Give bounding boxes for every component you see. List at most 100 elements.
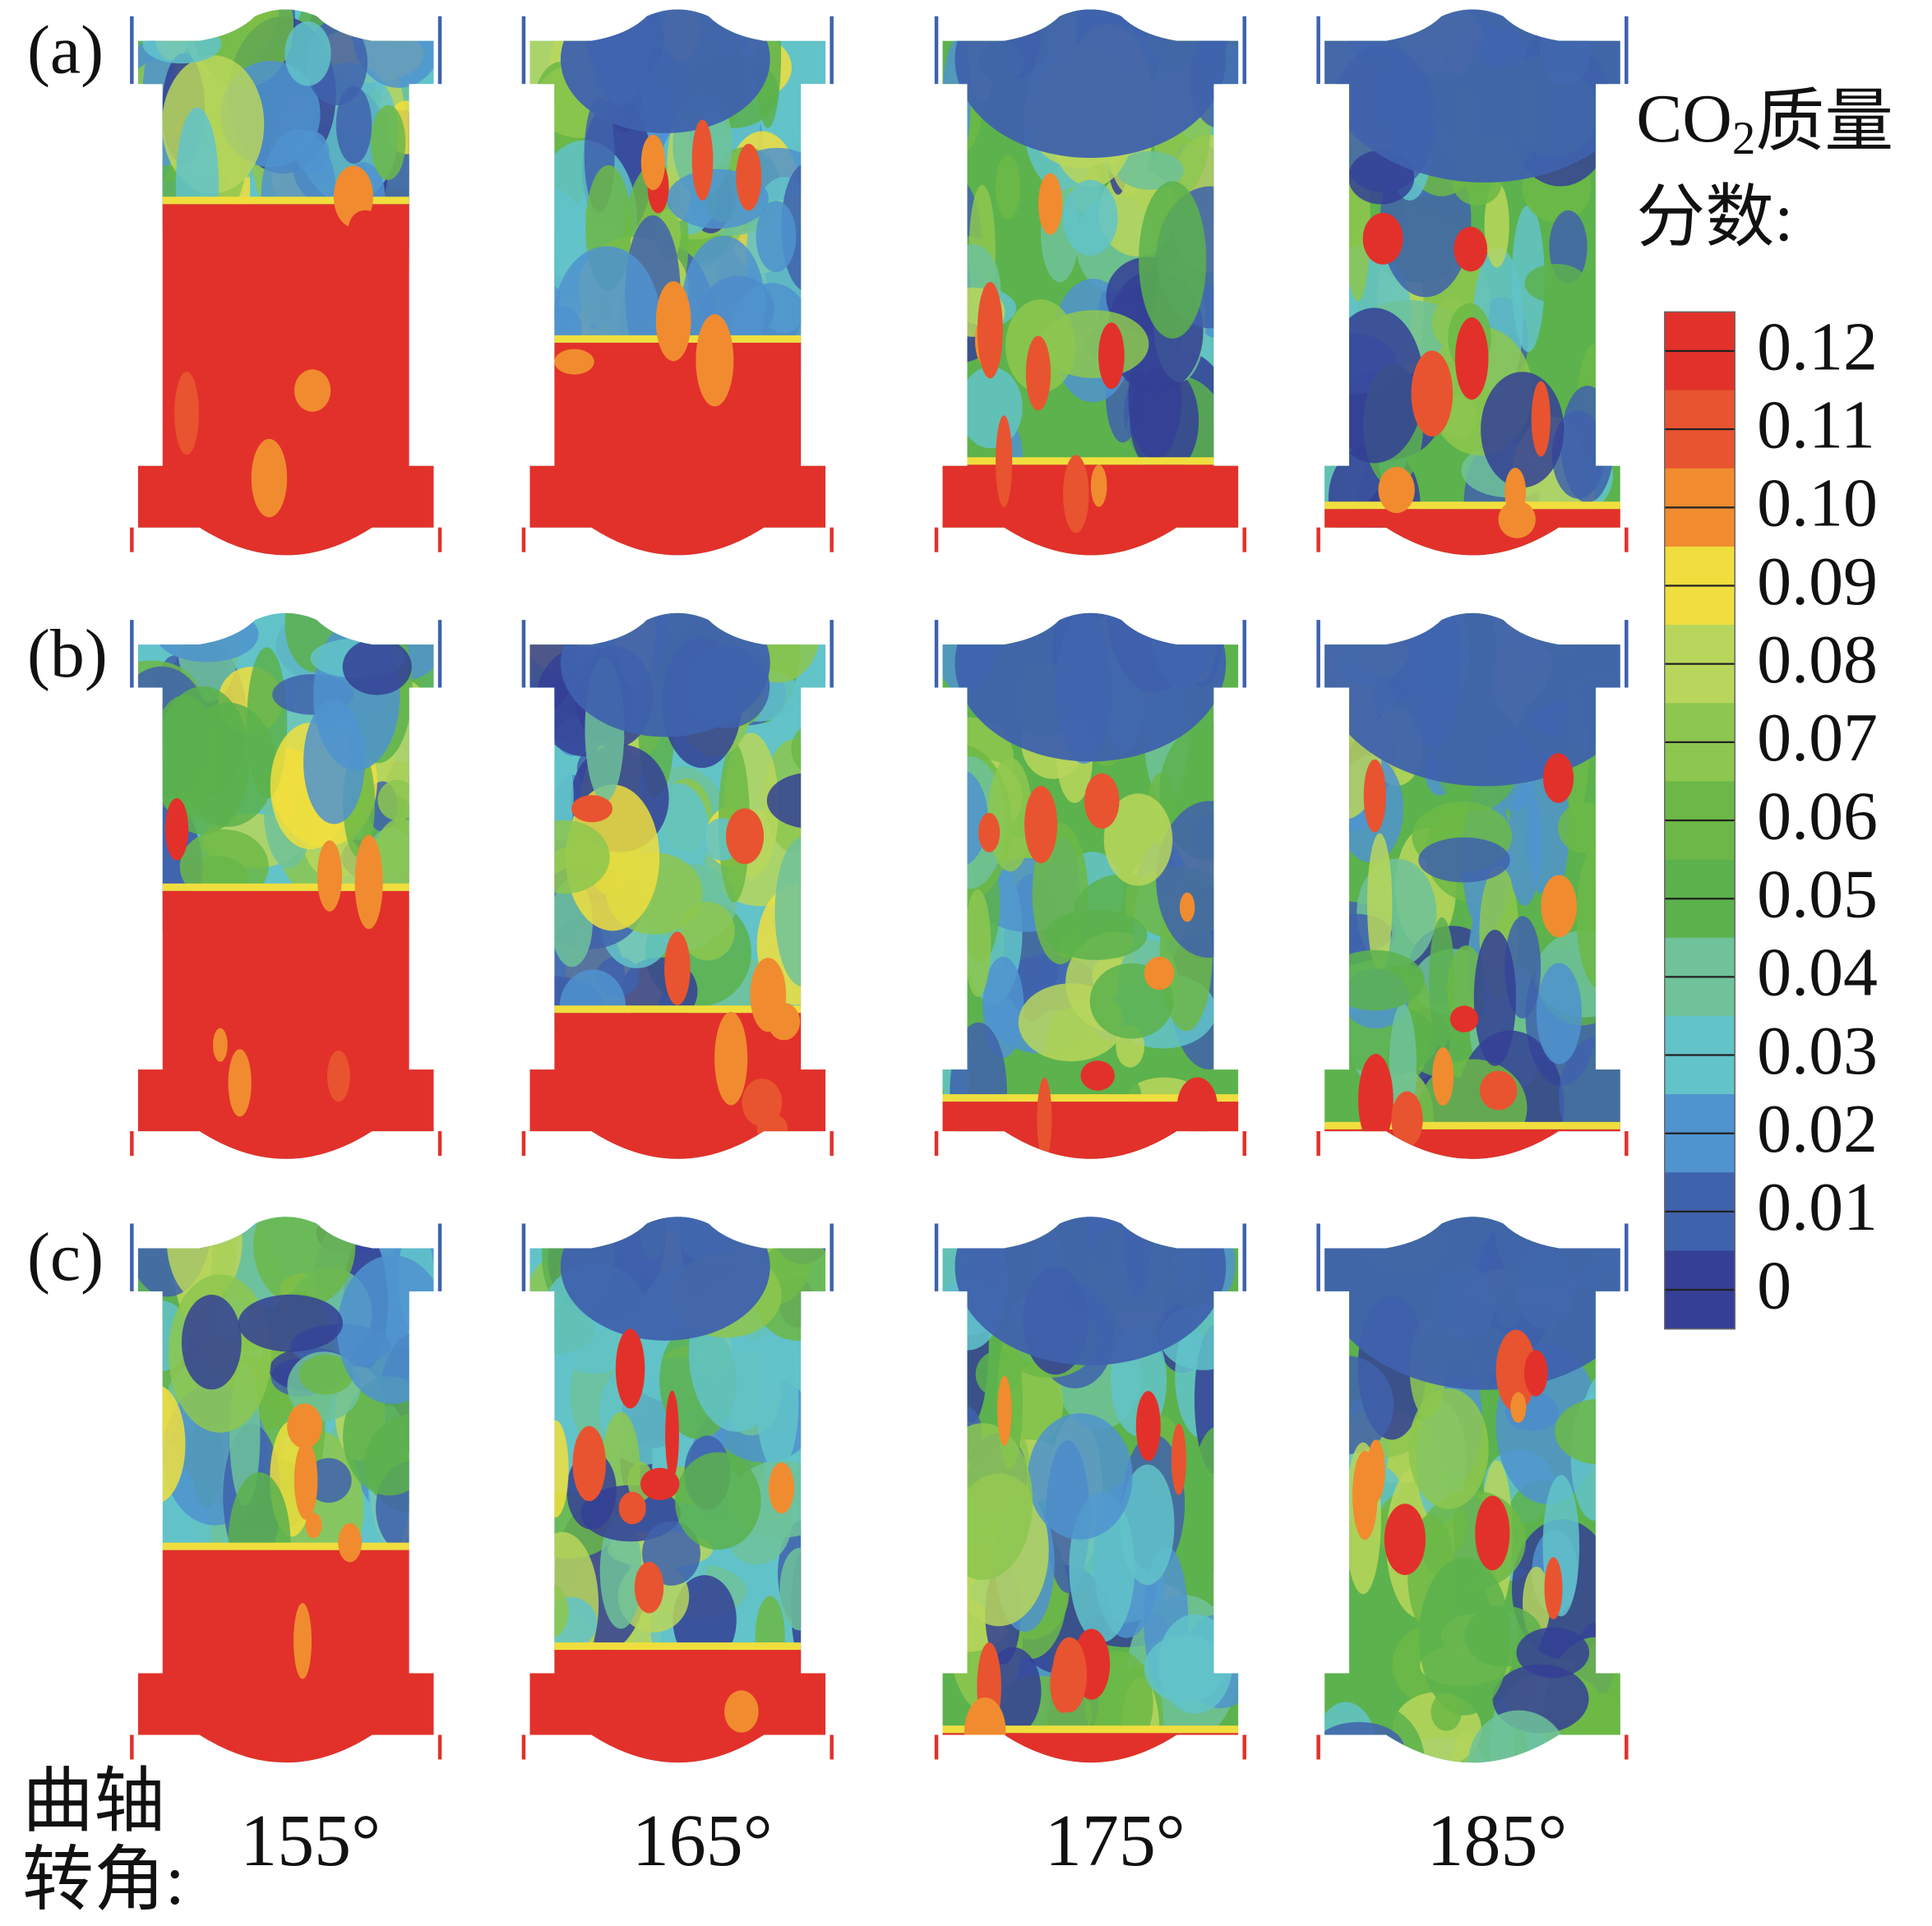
hot-spot xyxy=(725,808,765,865)
contour-panel xyxy=(137,612,434,1159)
contour-blob xyxy=(1324,1721,1405,1763)
hot-spot xyxy=(724,1690,759,1733)
contour-blob xyxy=(1524,263,1588,303)
hot-spot xyxy=(1479,1070,1518,1111)
contour-blob xyxy=(284,21,331,86)
front-band xyxy=(529,1642,826,1651)
contour-blob xyxy=(1324,949,1425,1011)
hot-spot xyxy=(293,369,331,412)
contour-panel xyxy=(137,1217,434,1763)
contour-blob xyxy=(1560,386,1615,503)
contour-blob xyxy=(1473,929,1517,1066)
red-region xyxy=(529,1650,826,1763)
contour-blob xyxy=(238,1294,344,1352)
hot-spot xyxy=(1362,213,1403,265)
hot-spot xyxy=(251,438,288,518)
hot-spot xyxy=(1378,466,1415,514)
contour-blob xyxy=(542,1420,569,1517)
contour-blob xyxy=(1367,833,1393,975)
hot-spot xyxy=(327,1050,350,1102)
hot-spot xyxy=(348,210,382,247)
colorbar-label: 0.04 xyxy=(1757,935,1878,1011)
colorbar-label: 0.08 xyxy=(1757,621,1878,698)
contour-blob xyxy=(1418,837,1510,883)
contour-blob xyxy=(1576,839,1620,991)
hot-spot xyxy=(1504,468,1527,516)
row-label: (a) xyxy=(27,12,104,88)
hot-spot xyxy=(554,349,594,375)
hot-spot xyxy=(164,798,189,861)
x-caption-line2: 转角: xyxy=(22,1841,185,1919)
contour-blob xyxy=(1481,372,1565,488)
hot-spot xyxy=(1038,173,1063,235)
head-region xyxy=(1324,612,1620,787)
contour-panel xyxy=(1324,9,1620,556)
title-prefix: CO xyxy=(1636,81,1732,157)
contour-blob xyxy=(756,1335,799,1471)
contour-blob xyxy=(756,201,797,273)
hot-spot xyxy=(1531,381,1551,457)
hot-spot xyxy=(1544,1557,1563,1619)
contour-blob xyxy=(942,769,988,867)
contour-blob xyxy=(1429,917,1455,1049)
contour-blob xyxy=(1516,1627,1590,1679)
contour-blob xyxy=(156,9,216,30)
hot-spot xyxy=(997,1375,1012,1446)
contour-blob xyxy=(305,1457,352,1503)
contour-blob xyxy=(1010,1363,1064,1444)
panels xyxy=(130,9,1629,1763)
hot-spot xyxy=(293,1603,312,1679)
hot-spot xyxy=(768,1462,795,1514)
colorbar-label: 0.11 xyxy=(1757,386,1875,463)
head-region xyxy=(1324,9,1620,183)
colorbar-title: CO2质量 xyxy=(1636,81,1893,164)
hot-spot xyxy=(664,931,691,1005)
hot-spot xyxy=(354,834,383,930)
hot-spot xyxy=(634,1561,664,1614)
contour-panel xyxy=(942,9,1239,556)
front-band xyxy=(137,883,434,891)
column-label: 155° xyxy=(240,1800,381,1882)
contour-blob xyxy=(1038,310,1149,378)
contour-panel xyxy=(1324,612,1620,1159)
hot-spot xyxy=(1084,773,1120,829)
contour-panel xyxy=(942,612,1239,1159)
contour-blob xyxy=(298,1355,354,1395)
contour-panel xyxy=(529,1217,826,1763)
hot-spot xyxy=(1090,464,1107,507)
contour-blob xyxy=(791,723,826,774)
front-band xyxy=(137,196,434,205)
title-suffix: 质量 xyxy=(1755,81,1893,161)
contour-blob xyxy=(1156,801,1239,958)
hot-spot xyxy=(1384,1503,1426,1576)
hot-spot xyxy=(1352,1450,1378,1540)
hot-spot xyxy=(571,795,612,823)
hot-spot xyxy=(1523,1350,1548,1397)
hot-spot xyxy=(1025,335,1051,411)
hot-spot xyxy=(305,1513,322,1539)
contour-blob xyxy=(398,1217,427,1246)
red-region xyxy=(137,890,434,1159)
contour-blob xyxy=(680,902,735,961)
hot-spot xyxy=(1171,1423,1186,1495)
contour-blob xyxy=(1139,181,1207,339)
row-label: (c) xyxy=(27,1219,104,1296)
head-region xyxy=(560,1217,770,1341)
contour-blob xyxy=(1324,1356,1394,1455)
contour-blob xyxy=(142,24,222,64)
hot-spot xyxy=(248,940,271,991)
contour-blob xyxy=(155,612,259,663)
contour-blob xyxy=(1191,1426,1239,1573)
hot-spot xyxy=(167,313,196,349)
contour-blob xyxy=(987,757,1033,872)
contour-blob xyxy=(950,1022,1007,1159)
hot-spot xyxy=(228,1049,252,1117)
hot-spot xyxy=(1498,500,1536,538)
contour-panel xyxy=(529,612,826,1159)
colorbar-label: 0.03 xyxy=(1757,1013,1878,1089)
hot-spot xyxy=(293,1441,318,1520)
head-region xyxy=(1324,1217,1620,1390)
colorbar-label: 0.07 xyxy=(1757,700,1878,776)
hot-spot xyxy=(572,1425,606,1502)
front-band xyxy=(1324,501,1620,510)
